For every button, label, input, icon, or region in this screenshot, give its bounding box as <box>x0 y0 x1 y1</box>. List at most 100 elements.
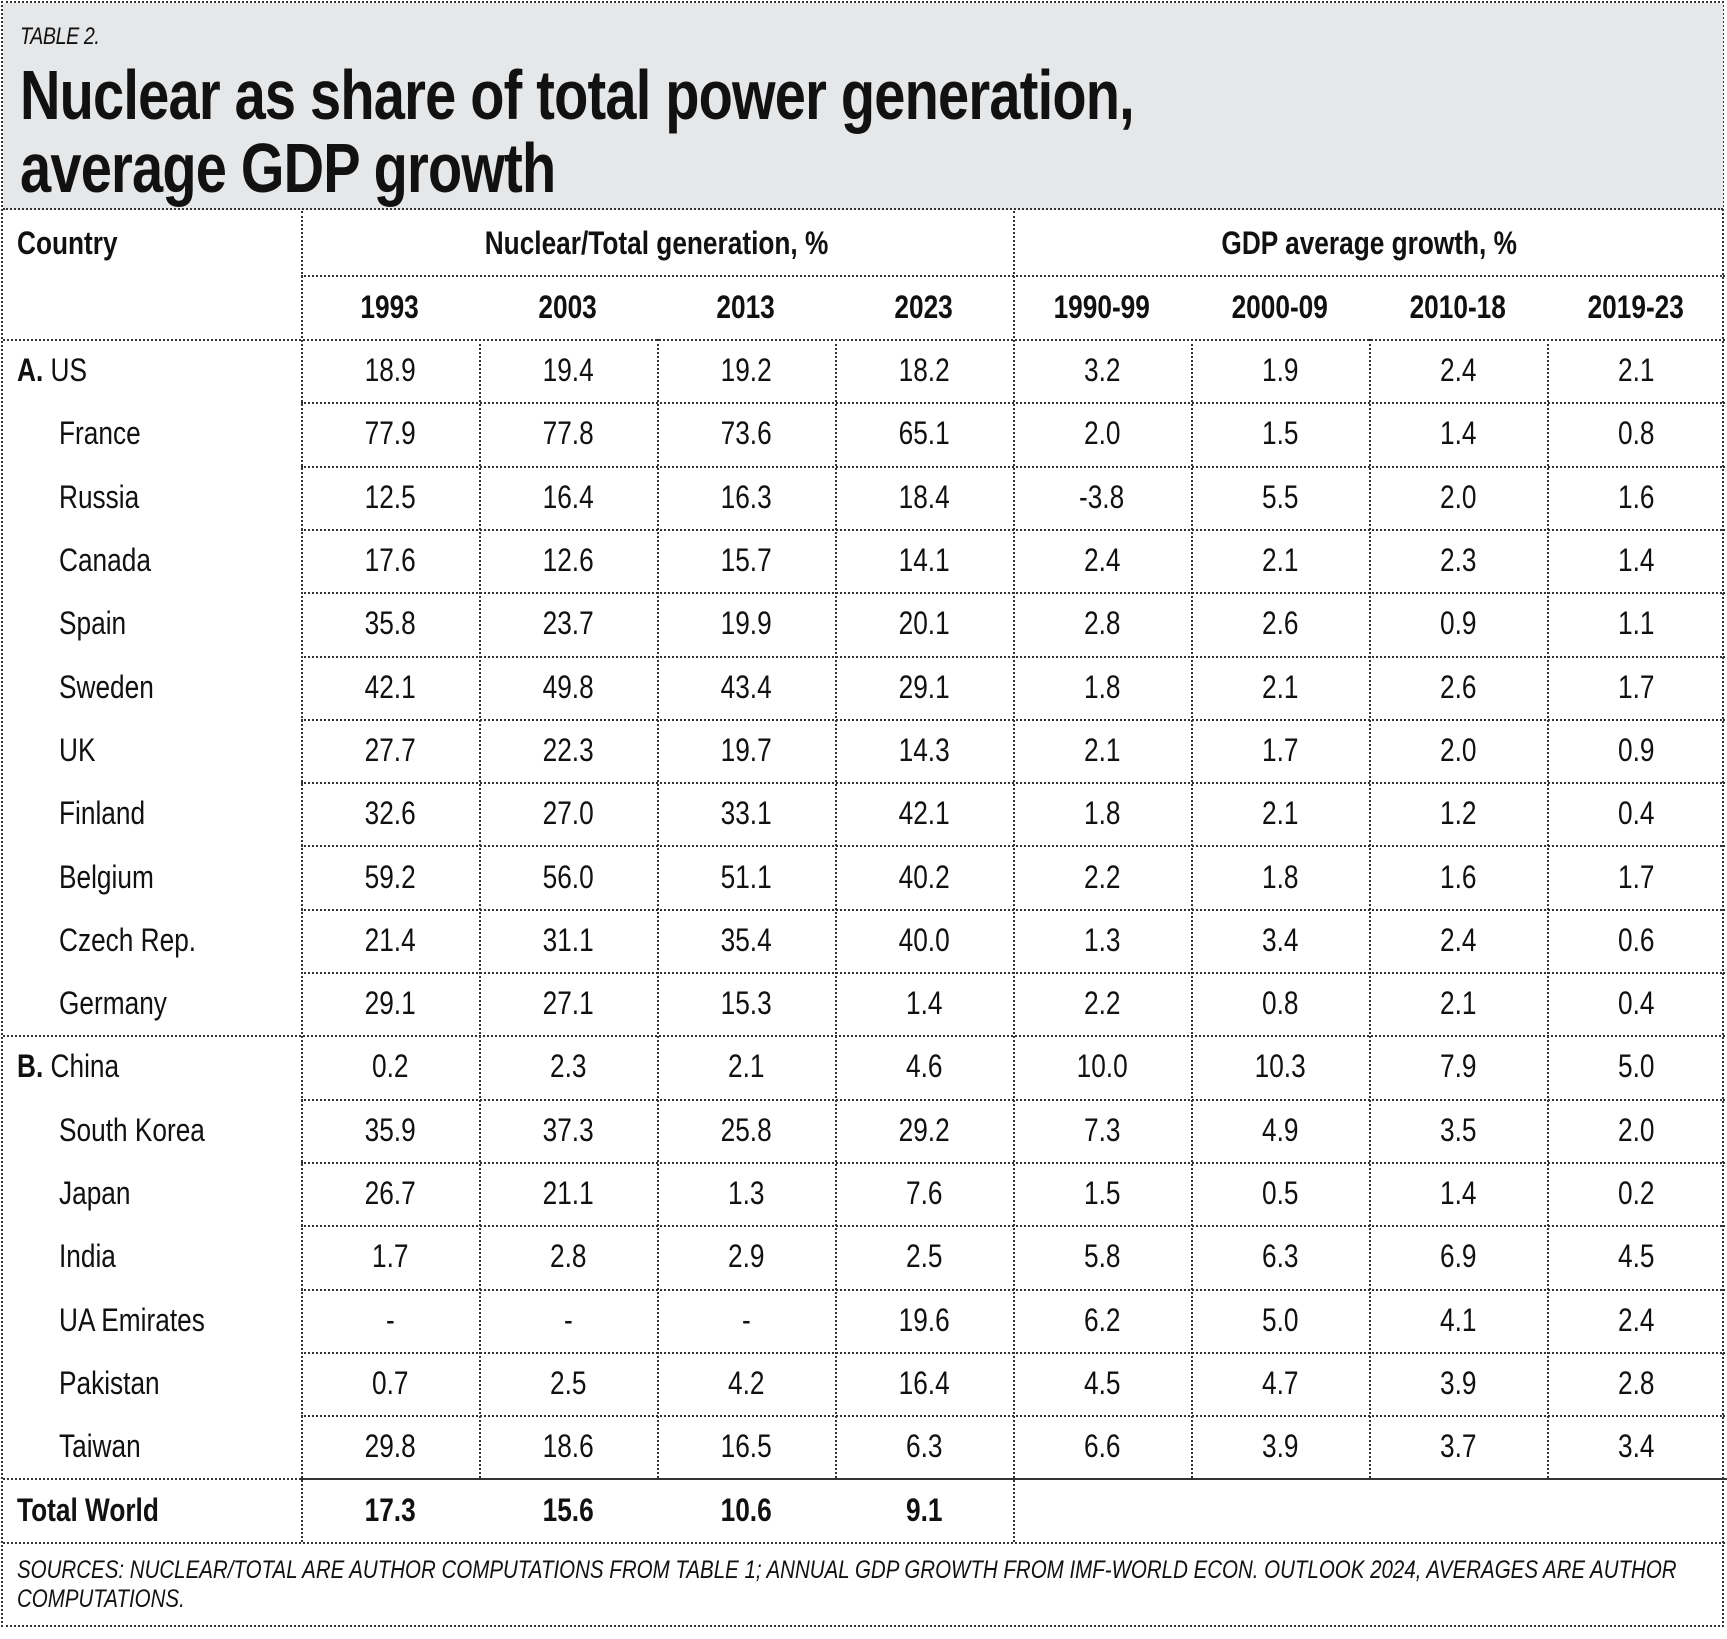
country-cell: Germany <box>59 972 299 1035</box>
value-cell: 6.2 <box>1013 1289 1191 1352</box>
country-cell: Belgium <box>59 845 299 908</box>
value-cell-text: - <box>563 1301 573 1338</box>
value-cell-text: - <box>385 1301 395 1338</box>
value-cell-text: 18.6 <box>542 1428 594 1465</box>
value-cell: 29.1 <box>301 972 479 1035</box>
total-bottom-rule <box>3 1541 1725 1544</box>
country-name: South Korea <box>59 1111 205 1148</box>
value-cell: 4.2 <box>657 1352 835 1415</box>
country-label: UK <box>59 732 95 769</box>
value-cell: 65.1 <box>835 402 1013 465</box>
country-cell: A. US <box>17 339 257 402</box>
value-cell-text: 29.1 <box>364 985 416 1022</box>
value-cell: 21.1 <box>479 1162 657 1225</box>
value-cell-text: 25.8 <box>720 1111 772 1148</box>
country-name: Sweden <box>59 668 154 705</box>
value-cell: 2.8 <box>1013 592 1191 655</box>
value-cell: 20.1 <box>835 592 1013 655</box>
value-cell-text: 2.6 <box>1261 605 1299 642</box>
value-cell: 3.9 <box>1191 1415 1369 1478</box>
value-cell-text: 0.8 <box>1261 985 1299 1022</box>
value-cell: 1.8 <box>1191 845 1369 908</box>
value-cell: 73.6 <box>657 402 835 465</box>
column-divider <box>835 339 837 1479</box>
value-cell-text: 2.0 <box>1083 415 1121 452</box>
value-cell-text: 4.1 <box>1439 1301 1477 1338</box>
value-cell-text: 0.4 <box>1617 985 1655 1022</box>
value-cell: - <box>479 1289 657 1352</box>
value-cell-text: 4.9 <box>1261 1111 1299 1148</box>
value-cell: 1.5 <box>1013 1162 1191 1225</box>
value-cell: - <box>657 1289 835 1352</box>
country-label: Japan <box>59 1175 130 1212</box>
country-cell: UA Emirates <box>59 1289 299 1352</box>
value-cell-text: 7.6 <box>905 1175 943 1212</box>
row-divider <box>3 1035 1725 1038</box>
value-cell-text: 4.2 <box>727 1364 765 1401</box>
value-cell-text: 6.2 <box>1083 1301 1121 1338</box>
value-cell: 21.4 <box>301 909 479 972</box>
value-cell: 10.3 <box>1191 1035 1369 1098</box>
value-cell: 0.6 <box>1547 909 1725 972</box>
value-cell-text: 35.4 <box>720 921 772 958</box>
value-cell-text: 15.7 <box>720 542 772 579</box>
value-cell-text: 2.2 <box>1083 858 1121 895</box>
value-cell-text: 17.6 <box>364 542 416 579</box>
value-cell: 35.9 <box>301 1099 479 1162</box>
value-cell: 1.2 <box>1369 782 1547 845</box>
value-cell-text: 18.2 <box>898 352 950 389</box>
value-cell: 3.7 <box>1369 1415 1547 1478</box>
country-name: UA Emirates <box>59 1301 205 1338</box>
value-cell-text: 27.0 <box>542 795 594 832</box>
value-cell-text: 12.5 <box>364 478 416 515</box>
title-line-1: Nuclear as share of total power generati… <box>20 56 1135 134</box>
country-cell: Spain <box>59 592 299 655</box>
value-cell-text: 16.4 <box>542 478 594 515</box>
value-cell-text: 77.9 <box>364 415 416 452</box>
country-name: Taiwan <box>59 1428 141 1465</box>
title-band: TABLE 2. Nuclear as share of total power… <box>3 3 1723 210</box>
value-cell-text: 29.1 <box>898 668 950 705</box>
value-cell-text: 1.9 <box>1261 352 1299 389</box>
country-label: Czech Rep. <box>59 922 196 959</box>
value-cell: 2.3 <box>1369 529 1547 592</box>
value-cell: 29.8 <box>301 1415 479 1478</box>
value-cell: 42.1 <box>301 656 479 719</box>
value-cell: 35.8 <box>301 592 479 655</box>
value-cell: 7.3 <box>1013 1099 1191 1162</box>
value-cell: 4.6 <box>835 1035 1013 1098</box>
column-divider <box>1547 339 1549 1479</box>
value-cell-text: 27.7 <box>364 731 416 768</box>
country-cell: Sweden <box>59 656 299 719</box>
value-cell-text: 42.1 <box>898 795 950 832</box>
value-cell-text: 7.3 <box>1083 1111 1121 1148</box>
value-cell: 27.7 <box>301 719 479 782</box>
country-label: Sweden <box>59 669 154 706</box>
value-cell-text: 33.1 <box>720 795 772 832</box>
value-cell: 1.6 <box>1547 466 1725 529</box>
value-cell: 25.8 <box>657 1099 835 1162</box>
value-cell-text: 18.4 <box>898 478 950 515</box>
value-cell: 77.9 <box>301 402 479 465</box>
value-cell-text: 1.6 <box>1617 478 1655 515</box>
total-value-text: 17.3 <box>364 1491 416 1528</box>
value-cell: 2.1 <box>1013 719 1191 782</box>
value-cell: 2.2 <box>1013 972 1191 1035</box>
value-cell-text: 6.3 <box>905 1428 943 1465</box>
column-divider <box>1191 339 1193 1479</box>
value-cell-text: 1.5 <box>1261 415 1299 452</box>
value-cell: 14.3 <box>835 719 1013 782</box>
value-cell: 1.7 <box>301 1225 479 1288</box>
value-cell-text: 0.2 <box>1617 1175 1655 1212</box>
header-period-2019-23-text: 2019-23 <box>1587 288 1685 325</box>
value-cell: 4.5 <box>1547 1225 1725 1288</box>
value-cell-text: 16.3 <box>720 478 772 515</box>
value-cell-text: 2.3 <box>549 1048 587 1085</box>
country-cell: South Korea <box>59 1099 299 1162</box>
header-period-2000-09: 2000-09 <box>1191 275 1369 339</box>
value-cell: 19.4 <box>479 339 657 402</box>
total-label: Total World <box>17 1478 297 1541</box>
value-cell: 3.9 <box>1369 1352 1547 1415</box>
value-cell-text: 16.5 <box>720 1428 772 1465</box>
value-cell-text: 2.3 <box>1439 542 1477 579</box>
